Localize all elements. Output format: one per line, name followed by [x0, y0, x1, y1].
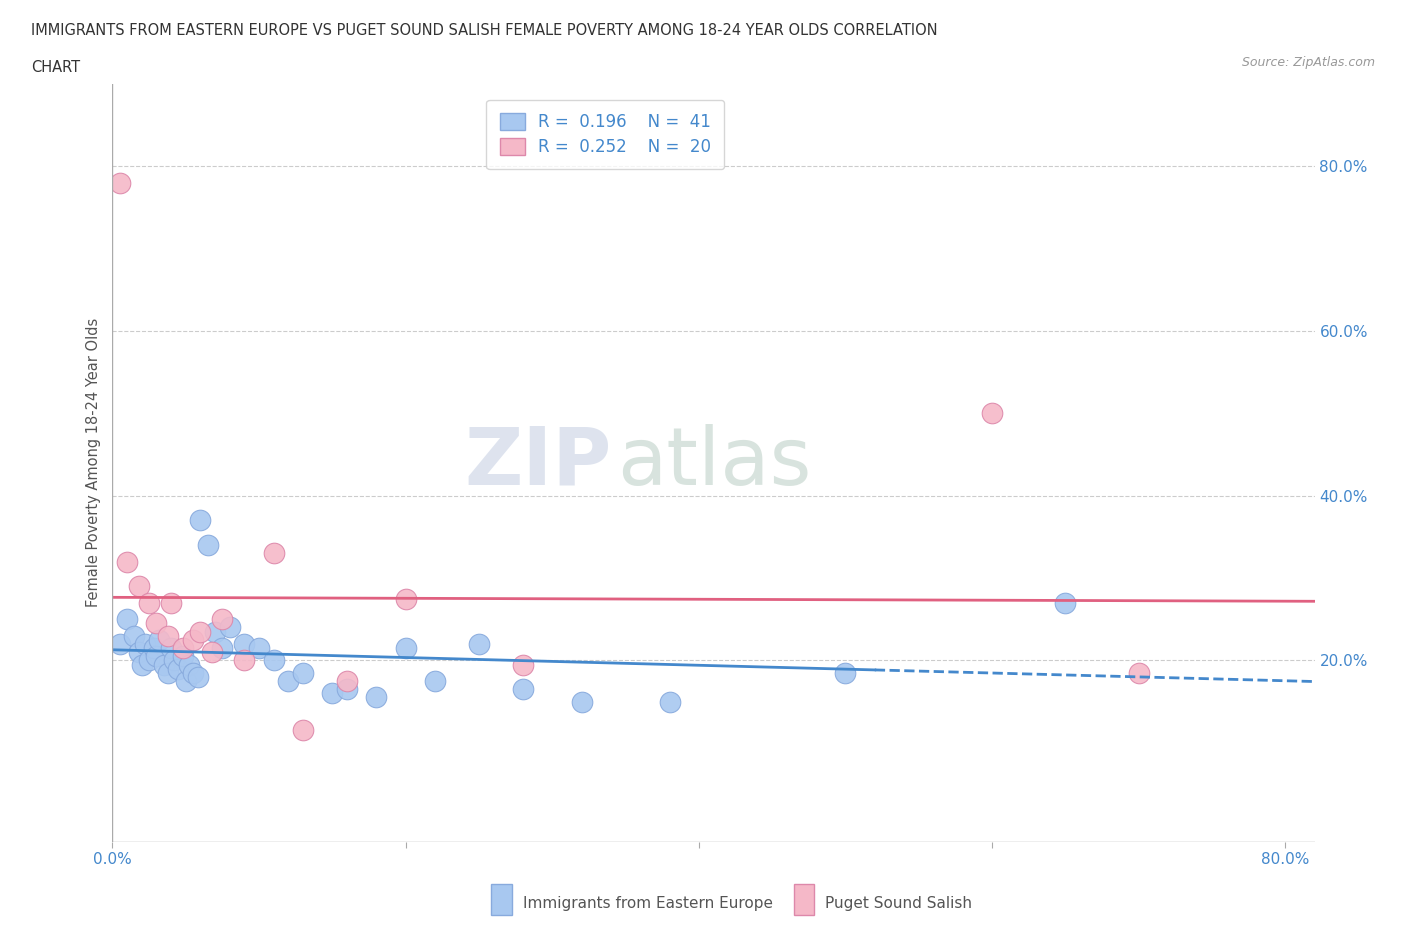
Point — [197, 538, 219, 552]
Point — [181, 665, 204, 680]
Point — [157, 629, 180, 644]
Point — [423, 673, 446, 688]
Y-axis label: Female Poverty Among 18-24 Year Olds: Female Poverty Among 18-24 Year Olds — [86, 318, 101, 607]
Point — [131, 658, 153, 672]
Point — [177, 658, 200, 672]
Text: ZIP: ZIP — [464, 424, 612, 501]
Point — [233, 636, 256, 651]
Point — [366, 690, 388, 705]
Point — [115, 554, 138, 569]
Point — [211, 612, 233, 627]
Point — [336, 682, 359, 697]
Point — [233, 653, 256, 668]
Point — [186, 670, 208, 684]
Point — [211, 641, 233, 656]
Point — [263, 653, 285, 668]
Point — [263, 546, 285, 561]
Point — [395, 591, 418, 606]
Point — [292, 665, 315, 680]
Point — [172, 641, 194, 656]
Point — [124, 629, 146, 644]
Point — [134, 636, 156, 651]
Point — [981, 405, 1004, 420]
Point — [108, 175, 131, 190]
Text: IMMIGRANTS FROM EASTERN EUROPE VS PUGET SOUND SALISH FEMALE POVERTY AMONG 18-24 : IMMIGRANTS FROM EASTERN EUROPE VS PUGET … — [31, 23, 938, 38]
Point — [190, 513, 212, 528]
Point — [128, 644, 150, 659]
Point — [142, 641, 165, 656]
Point — [167, 661, 190, 676]
Point — [571, 694, 593, 709]
Point — [512, 682, 534, 697]
Point — [181, 632, 204, 647]
Text: Puget Sound Salish: Puget Sound Salish — [825, 897, 973, 911]
Point — [148, 632, 170, 647]
Point — [145, 616, 167, 631]
Point — [292, 723, 315, 737]
Point — [321, 686, 343, 701]
Point — [108, 636, 131, 651]
Point — [172, 649, 194, 664]
Point — [336, 673, 359, 688]
Point — [247, 641, 270, 656]
Point — [145, 649, 167, 664]
Point — [1054, 595, 1077, 610]
Point — [201, 644, 224, 659]
Point — [138, 653, 160, 668]
Point — [277, 673, 299, 688]
Point — [157, 665, 180, 680]
Legend: R =  0.196    N =  41, R =  0.252    N =  20: R = 0.196 N = 41, R = 0.252 N = 20 — [486, 100, 724, 169]
Point — [163, 653, 186, 668]
Point — [190, 624, 212, 639]
Text: atlas: atlas — [617, 424, 811, 501]
Point — [658, 694, 681, 709]
Point — [160, 641, 183, 656]
Point — [152, 658, 174, 672]
Point — [512, 658, 534, 672]
Point — [204, 624, 226, 639]
Point — [395, 641, 418, 656]
Point — [834, 665, 856, 680]
Point — [128, 578, 150, 593]
Point — [160, 595, 183, 610]
Point — [174, 673, 197, 688]
Point — [1128, 665, 1150, 680]
Point — [218, 620, 240, 635]
Text: Source: ZipAtlas.com: Source: ZipAtlas.com — [1241, 56, 1375, 69]
Text: CHART: CHART — [31, 60, 80, 75]
Point — [115, 612, 138, 627]
Text: Immigrants from Eastern Europe: Immigrants from Eastern Europe — [523, 897, 773, 911]
Point — [468, 636, 491, 651]
Point — [138, 595, 160, 610]
